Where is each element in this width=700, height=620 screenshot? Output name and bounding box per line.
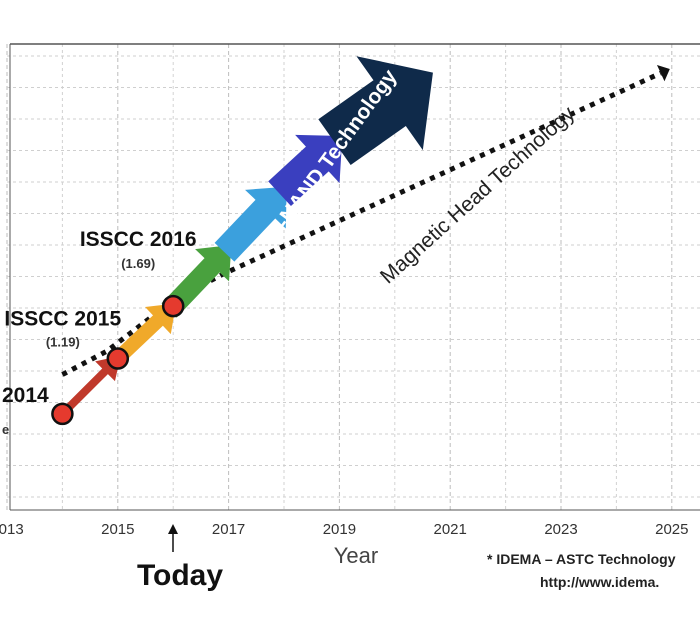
source-note: * IDEMA – ASTC Technology [487, 551, 676, 567]
point-value: e [2, 422, 9, 437]
band-segment [214, 186, 287, 262]
band-annotation-label: V-NAND Technology [264, 65, 402, 243]
series-label: Magnetic Head Technology [376, 102, 580, 289]
grid-layer: 2013 2015 2017 2019 2021 2023 2025 [0, 43, 700, 538]
x-tick-label: 2025 [655, 521, 688, 538]
band-segment [268, 134, 343, 207]
x-tick-label: 2019 [323, 521, 356, 538]
point-label: ISSCC 2016 [80, 228, 197, 251]
x-tick-label: 2013 [0, 521, 24, 538]
x-tick-label: 2021 [434, 521, 467, 538]
x-tick-label: 2015 [101, 521, 134, 538]
data-point [161, 294, 185, 318]
x-axis-label: Year [334, 543, 378, 568]
x-tick-label: 2023 [544, 521, 577, 538]
today-annotation: Today [137, 559, 223, 592]
point-value: (1.69) [121, 256, 155, 271]
point-label: 2014 [2, 384, 49, 407]
band-segment [318, 56, 433, 165]
point-value: (1.19) [46, 335, 80, 350]
label-layer: 2014 e ISSCC 2015 (1.19) ISSCC 2016 (1.69) [2, 228, 197, 437]
data-point [51, 402, 74, 426]
x-tick-label: 2017 [212, 521, 245, 538]
point-label: ISSCC 2015 [4, 308, 121, 331]
source-url: http://www.idema. [540, 574, 659, 590]
band-segment [55, 355, 121, 421]
point-layer [51, 294, 185, 426]
data-point [106, 347, 130, 370]
today-marker [168, 524, 178, 552]
series-arrowhead [656, 64, 670, 82]
vnand-arrow-band [55, 56, 433, 421]
